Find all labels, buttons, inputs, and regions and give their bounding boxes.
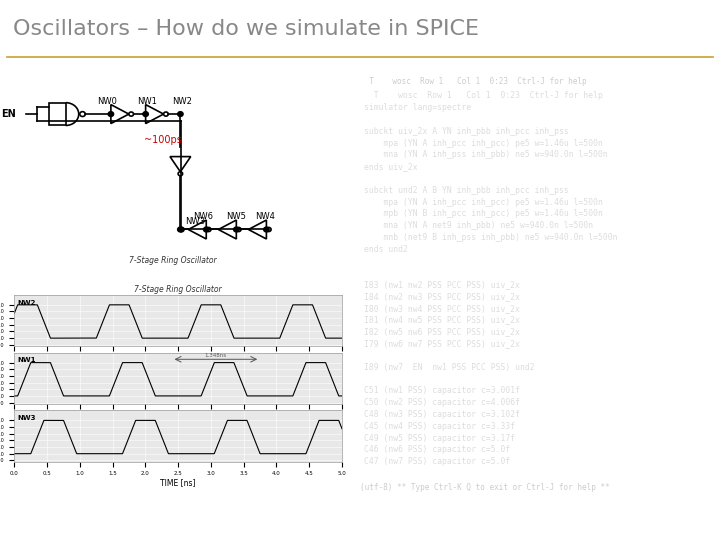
Circle shape [178,112,183,117]
Title: 7-Stage Ring Oscillator: 7-Stage Ring Oscillator [135,285,222,294]
Text: ~100ps: ~100ps [144,135,182,145]
Circle shape [143,112,148,117]
Text: NW0: NW0 [97,97,117,105]
Text: T    wosc  Row 1   Col 1  0:23  Ctrl-J for help
simulator lang=spectre

subckt u: T wosc Row 1 Col 1 0:23 Ctrl-J for help … [364,91,617,466]
Circle shape [108,112,114,117]
Circle shape [264,227,269,232]
X-axis label: TIME [ns]: TIME [ns] [161,478,196,487]
Text: NW2: NW2 [18,300,36,306]
Bar [49,103,66,125]
Text: 1.348ns: 1.348ns [204,353,227,357]
Text: —    ×: — × [665,61,693,70]
Text: NW3: NW3 [186,218,205,226]
Text: NW2: NW2 [172,97,192,105]
Text: NW1: NW1 [138,97,157,105]
Text: 7-Stage Ring Oscillator: 7-Stage Ring Oscillator [130,256,217,265]
Circle shape [233,227,239,232]
Text: EN: EN [1,109,16,119]
Text: NW4: NW4 [255,212,274,221]
Text: Oscillators – How do we simulate in SPICE: Oscillators – How do we simulate in SPIC… [13,19,479,39]
Text: E  -bash: E -bash [360,61,397,70]
Text: NW5: NW5 [226,212,246,221]
Text: NW6: NW6 [193,212,213,221]
Circle shape [179,227,184,232]
Text: NW3: NW3 [18,415,36,421]
Text: (utf-8) ** Type Ctrl-K Q to exit or Ctrl-J for help **: (utf-8) ** Type Ctrl-K Q to exit or Ctrl… [360,483,610,492]
Circle shape [204,227,209,232]
Circle shape [178,227,183,232]
Text: T    wosc  Row 1   Col 1  0:23  Ctrl-J for help: T wosc Row 1 Col 1 0:23 Ctrl-J for help [360,77,587,85]
Text: NW1: NW1 [18,357,36,363]
